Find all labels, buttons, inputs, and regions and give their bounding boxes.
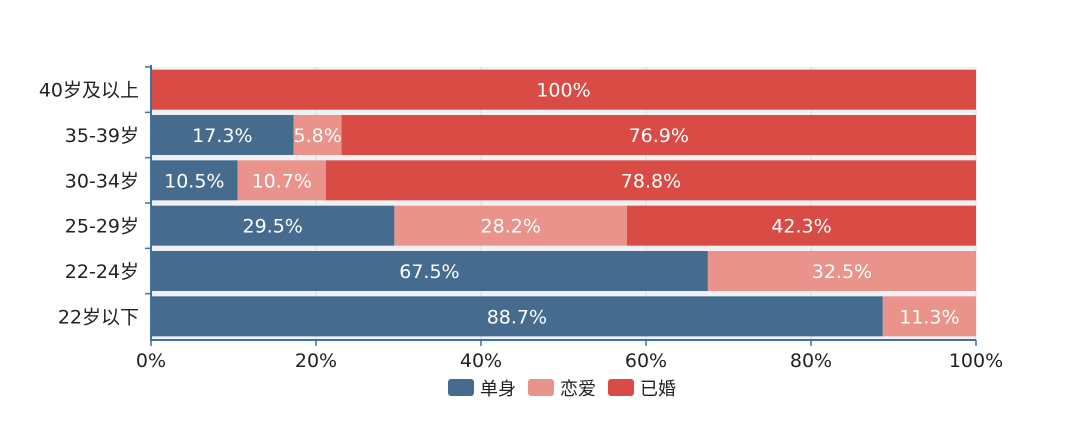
category-label: 40岁及以上 — [39, 80, 139, 102]
category-label: 25-29岁 — [65, 216, 139, 238]
legend-swatch — [608, 379, 634, 396]
legend-label: 已婚 — [640, 379, 676, 400]
data-label: 76.9% — [629, 125, 689, 147]
data-label: 10.7% — [252, 170, 312, 192]
bar-segment — [293, 115, 342, 155]
x-tick-label: 0% — [136, 350, 166, 372]
data-label: 32.5% — [812, 261, 872, 283]
data-label: 17.3% — [192, 125, 252, 147]
data-label: 100% — [536, 80, 590, 102]
data-label: 78.8% — [621, 170, 681, 192]
data-label: 28.2% — [481, 216, 541, 238]
bar-segment — [341, 115, 976, 155]
category-label: 30-34岁 — [65, 170, 139, 192]
plot-background — [151, 67, 976, 339]
x-tick-label: 20% — [295, 350, 337, 372]
bar-segment — [325, 160, 976, 201]
category-label: 35-39岁 — [65, 125, 139, 147]
data-label: 11.3% — [899, 306, 959, 328]
category-label: 22-24岁 — [65, 261, 139, 283]
legend-label: 单身 — [480, 379, 516, 400]
bar-segment — [394, 205, 628, 246]
bar-segment — [151, 115, 294, 155]
legend-label: 恋爱 — [560, 378, 596, 400]
legend-swatch — [528, 379, 554, 396]
data-label: 29.5% — [243, 216, 303, 238]
data-label: 5.8% — [294, 125, 342, 147]
data-label: 67.5% — [399, 261, 459, 283]
x-tick-label: 80% — [790, 350, 832, 372]
data-label: 10.5% — [164, 170, 224, 192]
bar-segment — [707, 251, 976, 291]
legend-swatch — [448, 379, 474, 396]
x-tick-label: 60% — [625, 350, 667, 372]
category-label: 22岁以下 — [58, 306, 139, 328]
bar-segment — [151, 205, 395, 246]
bar-segment — [151, 296, 883, 337]
data-label: 42.3% — [771, 216, 831, 238]
bar-segment — [237, 160, 326, 201]
data-label: 88.7% — [487, 306, 547, 328]
bar-segment — [151, 251, 708, 291]
x-tick-label: 40% — [460, 350, 502, 372]
bar-segment — [882, 296, 976, 337]
bar-segment — [627, 205, 976, 246]
bar-segment — [151, 69, 976, 110]
bar-segment — [151, 160, 238, 201]
x-tick-label: 100% — [949, 350, 1003, 372]
